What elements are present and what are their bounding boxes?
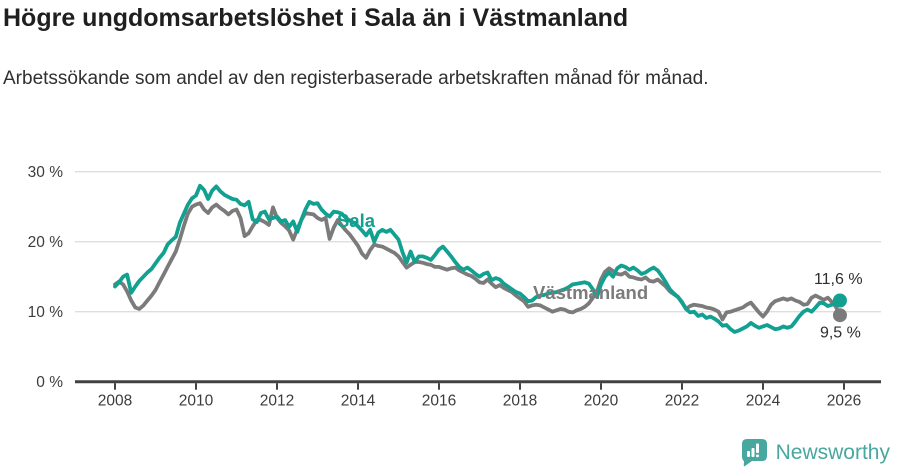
- end-value-label-sala: 11,6 %: [814, 271, 863, 288]
- x-tick-label: 2026: [827, 393, 861, 410]
- x-tick-label: 2024: [746, 393, 781, 410]
- y-tick-label: 10 %: [28, 304, 64, 321]
- x-tick-label: 2016: [422, 393, 456, 410]
- series-label-västmanland: Västmanland: [533, 282, 648, 303]
- y-tick-label: 30 %: [28, 164, 64, 181]
- y-tick-label: 0 %: [36, 374, 63, 391]
- line-chart: 0 % 10 % 20 % 30 % 2008 2010 2012 2014 2016 2018 2…: [28, 164, 881, 410]
- x-tick-label: 2020: [584, 393, 619, 410]
- newsworthy-logo-icon: [741, 439, 767, 467]
- x-tick-label: 2014: [341, 393, 376, 410]
- x-tick-label: 2022: [665, 393, 699, 410]
- newsworthy-brand: Newsworthy: [775, 440, 890, 464]
- series-line-sala: [113, 183, 842, 334]
- x-tick-label: 2018: [503, 393, 537, 410]
- end-value-label-västmanland: 9,5 %: [820, 325, 861, 342]
- x-tick-label: 2010: [179, 393, 214, 410]
- y-tick-label: 20 %: [28, 234, 64, 251]
- chart-title: Högre ungdomsarbetslöshet i Sala än i Vä…: [3, 4, 629, 32]
- series-label-sala: Sala: [337, 210, 376, 231]
- x-tick-label: 2008: [98, 393, 132, 410]
- end-dot-sala: [832, 293, 847, 308]
- chart-area: 0 % 10 % 20 % 30 % 2008 2010 2012 2014 2016 2018 2…: [0, 145, 900, 440]
- chart-subtitle: Arbetssökande som andel av den registerb…: [3, 68, 709, 89]
- x-tick-label: 2012: [260, 393, 294, 410]
- end-dot-västmanland: [832, 308, 847, 323]
- series-line-västmanland: [113, 201, 842, 322]
- brand-footer: Newsworthy: [741, 438, 890, 467]
